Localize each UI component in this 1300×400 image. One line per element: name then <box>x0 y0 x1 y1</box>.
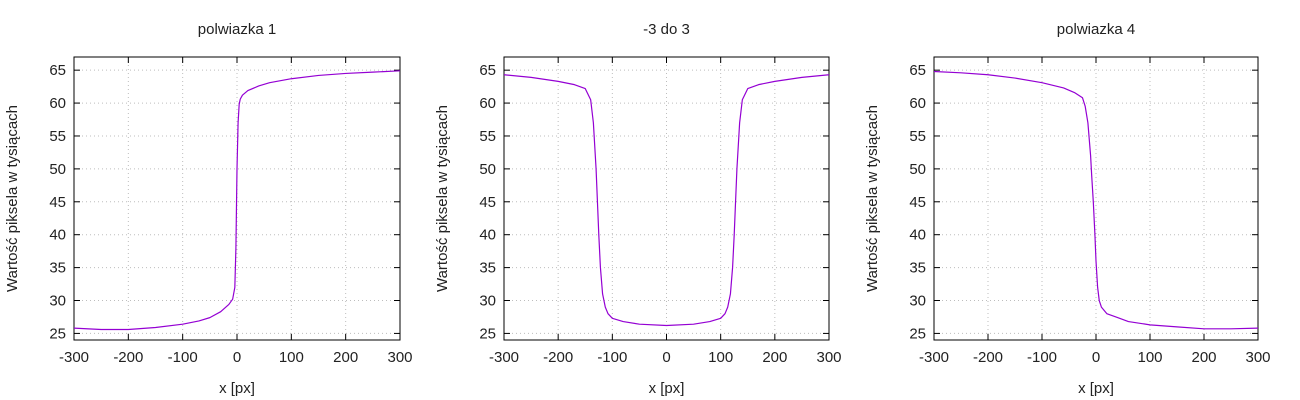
x-tick-label: 300 <box>816 349 841 366</box>
x-tick-label: 100 <box>1137 349 1162 366</box>
x-tick-label: 0 <box>1092 349 1100 366</box>
y-tick-label: 60 <box>49 95 66 112</box>
y-tick-label: 35 <box>479 260 496 277</box>
y-tick-label: 35 <box>49 260 66 277</box>
x-tick-label: -300 <box>489 349 519 366</box>
chart-title: polwiazka 4 <box>1057 21 1135 38</box>
y-tick-label: 45 <box>909 194 926 211</box>
y-axis-label: Wartość piksela w tysiącach <box>434 105 451 292</box>
x-tick-label: 300 <box>387 349 412 366</box>
y-tick-label: 45 <box>49 194 66 211</box>
x-axis-label: x [px] <box>219 380 255 397</box>
y-tick-label: 60 <box>479 95 496 112</box>
y-tick-label: 40 <box>479 227 496 244</box>
x-tick-label: 0 <box>233 349 241 366</box>
chart-panel-2: -300 -200 -100 0 100 200 300 25 30 35 40 45 50 55 60 65… <box>434 21 842 397</box>
y-tick-label: 65 <box>909 62 926 79</box>
chart-panel-1: -300 -200 -100 0 100 200 300 25 30 35 40 45 50 55 60 65… <box>4 21 413 397</box>
chart-title: -3 do 3 <box>643 21 690 38</box>
y-tick-label: 55 <box>909 128 926 145</box>
x-tick-label: -200 <box>113 349 143 366</box>
series-line <box>73 70 401 331</box>
x-tick-label: -300 <box>919 349 949 366</box>
x-tick-label: 100 <box>708 349 733 366</box>
y-tick-label: 35 <box>909 260 926 277</box>
y-tick-label: 50 <box>49 161 66 178</box>
chart-panel-3: -300 -200 -100 0 100 200 300 25 30 35 40 45 50 55 60 65… <box>864 21 1271 397</box>
y-tick-label: 50 <box>909 161 926 178</box>
y-tick-label: 40 <box>49 227 66 244</box>
x-tick-label: 100 <box>279 349 304 366</box>
y-tick-label: 30 <box>479 293 496 310</box>
y-tick-label: 45 <box>479 194 496 211</box>
y-axis-label: Wartość piksela w tysiącach <box>864 105 881 292</box>
x-axis-label: x [px] <box>649 380 685 397</box>
x-tick-label: -200 <box>973 349 1003 366</box>
x-tick-label: -200 <box>543 349 573 366</box>
series-line <box>503 74 830 327</box>
chart-title: polwiazka 1 <box>198 21 276 38</box>
x-tick-label: 200 <box>1191 349 1216 366</box>
y-axis-label: Wartość piksela w tysiącach <box>4 105 21 292</box>
x-tick-label: 200 <box>333 349 358 366</box>
y-tick-label: 25 <box>49 325 66 342</box>
x-tick-label: -100 <box>168 349 198 366</box>
y-tick-label: 60 <box>909 95 926 112</box>
y-tick-label: 25 <box>479 325 496 342</box>
y-tick-label: 55 <box>479 128 496 145</box>
x-tick-label: -100 <box>597 349 627 366</box>
x-axis-label: x [px] <box>1078 380 1114 397</box>
x-tick-label: 300 <box>1245 349 1270 366</box>
y-tick-label: 65 <box>479 62 496 79</box>
x-tick-label: 0 <box>662 349 670 366</box>
y-tick-label: 55 <box>49 128 66 145</box>
x-tick-label: -300 <box>59 349 89 366</box>
y-tick-label: 65 <box>49 62 66 79</box>
y-tick-label: 40 <box>909 227 926 244</box>
y-tick-label: 50 <box>479 161 496 178</box>
series-line <box>933 70 1259 330</box>
y-tick-label: 30 <box>49 293 66 310</box>
y-tick-label: 30 <box>909 293 926 310</box>
x-tick-label: 200 <box>762 349 787 366</box>
x-tick-label: -100 <box>1027 349 1057 366</box>
y-tick-label: 25 <box>909 325 926 342</box>
